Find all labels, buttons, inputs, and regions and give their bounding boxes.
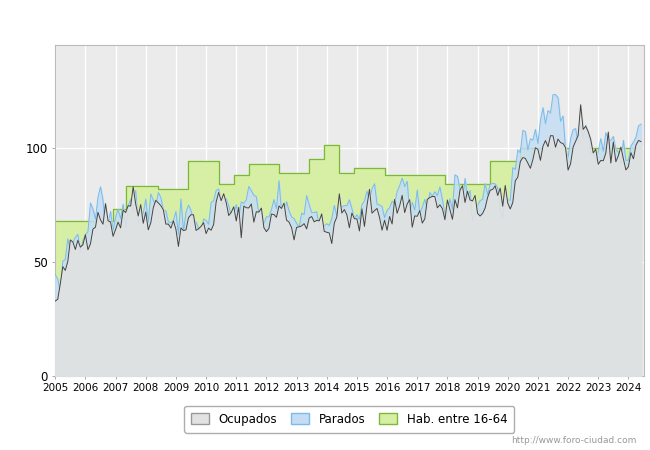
Legend: Ocupados, Parados, Hab. entre 16-64: Ocupados, Parados, Hab. entre 16-64 [185, 405, 514, 433]
Text: http://www.foro-ciudad.com: http://www.foro-ciudad.com [512, 436, 637, 445]
Text: Todolella - Evolucion de la poblacion en edad de Trabajar Mayo de 2024: Todolella - Evolucion de la poblacion en… [57, 12, 593, 25]
